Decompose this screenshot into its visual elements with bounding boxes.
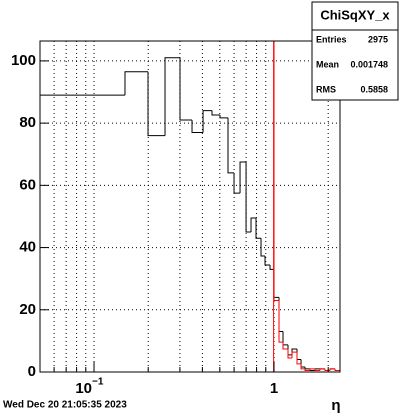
histogram-bin [334, 368, 340, 372]
stats-value: 0.5858 [360, 84, 388, 94]
x-tick-label: 10 [75, 380, 92, 397]
histogram-bin [278, 300, 284, 343]
x-tick-exponent: −1 [92, 377, 104, 388]
plot-area [40, 41, 340, 372]
histogram-bin [319, 368, 326, 371]
histogram-bin [124, 71, 149, 96]
x-tick-label: 1 [270, 380, 278, 397]
histogram-bin [179, 57, 193, 121]
histogram-bin [287, 348, 293, 359]
y-tick-label: 60 [19, 176, 36, 193]
footer: Wed Dec 20 21:05:35 2023 [3, 400, 127, 411]
histogram-bin [282, 342, 289, 350]
histogram-bin [233, 172, 241, 194]
histogram-bin [304, 368, 311, 371]
histogram-bin [309, 368, 316, 371]
histogram-bin [239, 161, 247, 194]
histogram-bin [227, 117, 235, 174]
histogram-bin [219, 115, 229, 119]
y-tick-label: 20 [19, 301, 36, 318]
stats-value: 0.001748 [350, 59, 388, 69]
histogram-bin [300, 363, 306, 370]
stats-box [311, 1, 399, 101]
stats-label: RMS [316, 84, 336, 94]
x-axis-label: η [331, 397, 340, 414]
histogram-bin [250, 217, 257, 233]
y-tick-label: 0 [28, 363, 36, 380]
histogram-bin [329, 368, 336, 371]
histogram-bin [202, 110, 213, 133]
histogram-bin [273, 41, 280, 301]
histogram-bin [264, 255, 271, 266]
y-tick-label: 80 [19, 114, 36, 131]
histogram-bin [164, 57, 181, 136]
histogram-bin [245, 162, 252, 233]
y-tick-label: 100 [11, 52, 36, 69]
histogram-bin [269, 264, 275, 270]
stats-label: Mean [316, 59, 339, 69]
histogram-bin [40, 94, 125, 372]
frame [39, 40, 341, 373]
stats: Entries 2975 Mean 0.001748 RMS 0.5858 [316, 34, 388, 94]
histogram-bin [147, 71, 166, 137]
histogram-bin [260, 238, 266, 257]
y-tick-label: 40 [19, 239, 36, 256]
histogram-bin [191, 120, 204, 133]
histogram-bin [255, 218, 262, 239]
histogram-bin [211, 110, 221, 116]
stats-title: ChiSqXY_x [320, 7, 390, 22]
histogram-bin [314, 368, 321, 371]
axes: 0 20 40 60 80 100 10 −1 1 [11, 52, 329, 397]
histogram-bin [291, 351, 298, 359]
histogram-bin [296, 352, 302, 365]
stats-label: Entries [316, 34, 347, 44]
stats-value: 2975 [368, 34, 388, 44]
